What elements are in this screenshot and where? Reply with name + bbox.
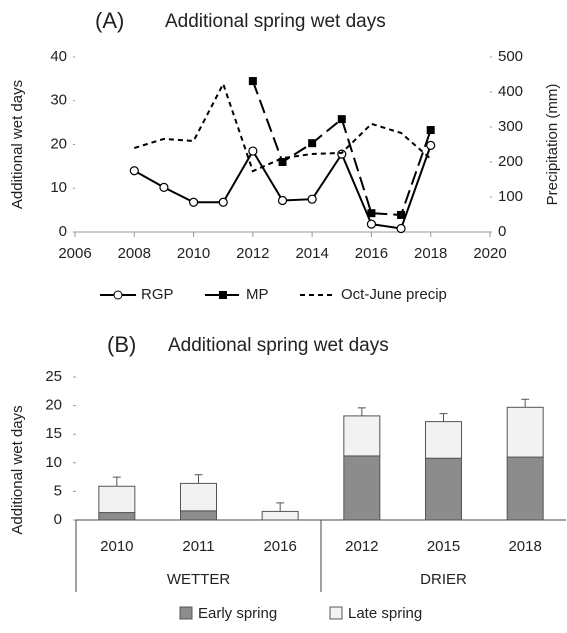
chart-title: Additional spring wet days <box>168 335 389 356</box>
y-tick-label: 30 <box>50 92 67 109</box>
point <box>426 126 435 135</box>
y-tick-label: 40 <box>50 48 67 65</box>
point <box>159 182 169 192</box>
x-tick-label: 2011 <box>182 538 214 555</box>
legend-swatch <box>179 606 193 620</box>
legend-label: Oct-June precip <box>341 286 447 303</box>
x-tick-label: 2018 <box>414 245 447 262</box>
bar-segment <box>506 406 544 458</box>
y-axis-label: Additional wet days <box>9 80 26 209</box>
x-tick-label: 2008 <box>118 245 151 262</box>
legend-label: Late spring <box>348 605 422 622</box>
x-tick-label: 2018 <box>508 538 541 555</box>
point <box>366 219 377 229</box>
bar-segment <box>98 485 136 514</box>
x-tick-label: 2020 <box>473 245 506 262</box>
y-tick-label: 20 <box>50 135 67 152</box>
error-bar <box>276 502 285 512</box>
point <box>248 146 258 156</box>
y-tick-label: 25 <box>45 368 62 385</box>
legend-label: RGP <box>141 286 174 303</box>
x-tick-label: 2016 <box>263 538 296 555</box>
point <box>277 195 288 206</box>
x-tick-label: 2012 <box>236 245 269 262</box>
y2-tick-label: 0 <box>498 223 506 240</box>
bar-segment <box>343 415 381 457</box>
y2-tick-label: 400 <box>498 83 523 100</box>
error-bar <box>521 398 530 408</box>
error-bar <box>194 474 203 484</box>
x-tick-label: 2012 <box>345 538 378 555</box>
point <box>337 149 347 159</box>
y-tick-label: 0 <box>59 223 67 240</box>
panel-label: (A) <box>95 8 124 33</box>
bar-segment <box>343 455 381 521</box>
group-label: WETTER <box>167 571 230 588</box>
point <box>397 210 406 219</box>
y2-tick-label: 500 <box>498 48 523 65</box>
bar-segment <box>180 510 217 521</box>
chart-title: Additional spring wet days <box>165 11 386 32</box>
point <box>129 166 139 176</box>
series-line <box>133 145 432 230</box>
point <box>218 197 228 207</box>
error-bar <box>439 413 448 422</box>
y-tick-label: 20 <box>45 397 62 414</box>
legend-label: Early spring <box>198 605 277 622</box>
error-bar <box>357 407 366 416</box>
y2-tick-label: 100 <box>498 188 523 205</box>
point <box>367 209 376 218</box>
point <box>426 140 436 150</box>
point <box>308 139 317 148</box>
bar-segment <box>98 512 136 521</box>
x-tick-label: 2016 <box>355 245 388 262</box>
bar-segment <box>425 457 462 521</box>
x-tick-label: 2010 <box>100 538 133 555</box>
point <box>396 223 406 234</box>
legend-marker <box>113 290 123 300</box>
y-tick-label: 5 <box>54 482 62 499</box>
x-tick-label: 2006 <box>58 245 91 262</box>
legend-swatch <box>329 606 343 620</box>
bar-segment <box>506 456 544 521</box>
y-tick-label: 10 <box>45 454 62 471</box>
y-axis-label: Additional wet days <box>9 405 26 534</box>
group-label: DRIER <box>420 571 467 588</box>
legend-marker <box>219 291 227 299</box>
point <box>307 194 317 204</box>
point <box>188 197 199 207</box>
x-tick-label: 2010 <box>177 245 210 262</box>
x-tick-label: 2014 <box>295 245 328 262</box>
legend-label: MP <box>246 286 269 303</box>
bar-segment <box>180 482 217 512</box>
series-line <box>133 81 432 173</box>
y2-tick-label: 300 <box>498 118 523 135</box>
point <box>337 115 346 124</box>
y2-tick-label: 200 <box>498 153 523 170</box>
error-bar <box>112 476 121 487</box>
y2-axis-label: Precipitation (mm) <box>544 84 561 206</box>
y-tick-label: 10 <box>50 179 67 196</box>
y-tick-label: 0 <box>54 511 62 528</box>
y-tick-label: 15 <box>45 425 62 442</box>
point <box>278 158 287 166</box>
x-tick-label: 2015 <box>427 538 460 555</box>
panel-label: (B) <box>107 332 136 357</box>
bar-segment <box>425 421 462 459</box>
bar-segment <box>261 510 299 521</box>
point <box>248 77 257 86</box>
